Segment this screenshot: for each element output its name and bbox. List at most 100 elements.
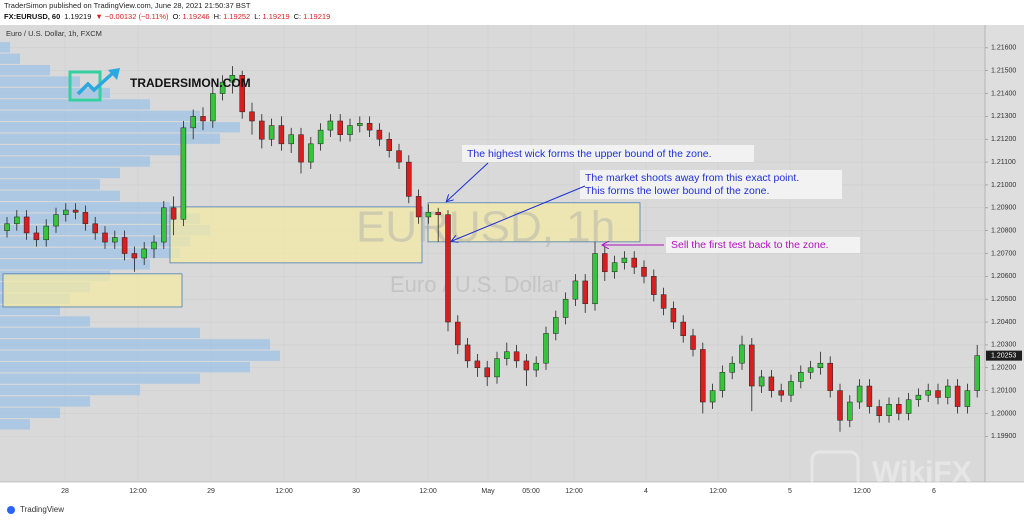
candle-body	[200, 116, 206, 122]
candle-body	[396, 150, 402, 163]
candle-body	[660, 294, 667, 309]
y-tick-label: 1.20700	[991, 250, 1016, 257]
logo-arrowhead	[108, 68, 120, 80]
header-text: 1.19252	[223, 12, 250, 21]
y-tick-label: 1.20100	[991, 387, 1016, 394]
volume-bar	[0, 156, 150, 167]
volume-bar	[0, 179, 100, 190]
candle-body	[641, 266, 647, 277]
candle-body	[425, 212, 432, 218]
header-text: L:	[254, 12, 260, 21]
candle-body	[455, 321, 461, 346]
candle-body	[758, 376, 765, 387]
volume-bar	[0, 76, 80, 87]
volume-bar	[0, 144, 180, 156]
zones	[2, 202, 641, 308]
candle-body	[259, 120, 265, 140]
candle-body	[719, 372, 726, 391]
candle-body	[553, 317, 559, 334]
candle-body	[278, 125, 285, 145]
volume-bar	[0, 362, 250, 373]
y-tick-label: 1.19900	[991, 433, 1016, 440]
grid	[0, 25, 985, 482]
candle-body	[43, 225, 49, 241]
logo-text: TRADERSIMON.COM	[130, 76, 251, 90]
x-tick-label: 6	[932, 488, 936, 495]
annotation: This forms the lower bound of the zone.	[585, 185, 769, 197]
candle-body	[327, 120, 334, 131]
footer: TradingView	[20, 505, 64, 514]
header-text: 1.19219	[303, 12, 330, 21]
candle-body	[170, 207, 177, 220]
candle-body	[210, 93, 216, 122]
volume-bar	[0, 304, 60, 316]
volume-bar	[0, 396, 90, 407]
candle-body	[896, 404, 902, 414]
volume-bar	[0, 167, 120, 179]
candle-body	[592, 253, 598, 305]
candle-body	[82, 212, 89, 225]
x-tick-label: 05:00	[522, 488, 540, 495]
annotation-box	[580, 170, 842, 199]
candle-body	[847, 401, 853, 421]
y-tick-label: 1.20300	[991, 342, 1016, 349]
candle-body	[572, 280, 579, 300]
candle-body	[53, 214, 59, 227]
candle-body	[219, 81, 226, 94]
logo-arrow	[76, 70, 116, 96]
candle-body	[337, 120, 343, 135]
candle-body	[288, 134, 294, 145]
candle-body	[190, 116, 196, 129]
candle-body	[102, 232, 108, 243]
volume-bar	[0, 373, 200, 384]
y-tick-label: 1.20000	[991, 410, 1016, 417]
volume-bar	[0, 236, 190, 247]
header-text: ▼ −0.00132 (−0.11%)	[95, 12, 169, 21]
candle-body	[513, 351, 520, 362]
candle-body	[14, 216, 20, 225]
y-tick-label: 1.21200	[991, 136, 1016, 143]
candle-body	[533, 362, 539, 371]
candle-body	[837, 390, 843, 421]
annotation-arrow	[452, 185, 586, 241]
y-tick-label: 1.20800	[991, 227, 1016, 234]
candle-body	[562, 298, 569, 318]
candle-body	[788, 381, 794, 396]
y-tick-label: 1.21000	[991, 182, 1016, 189]
symbol-line: FX:EURUSD, 60 1.19219 ▼ −0.00132 (−0.11%) O…	[4, 12, 330, 21]
header-text: 1.19219	[263, 12, 290, 21]
corner-text: WikiFX	[872, 456, 972, 489]
candle-body	[749, 344, 755, 387]
candle-body	[964, 390, 971, 407]
candle-body	[357, 123, 363, 126]
x-tick-label: 12:00	[709, 488, 727, 495]
candle-body	[4, 223, 10, 231]
candle-body	[464, 344, 471, 362]
candle-body	[974, 355, 980, 391]
watermark-subtitle: Euro / U.S. Dollar	[390, 272, 561, 297]
candle-body	[112, 237, 118, 243]
publisher: TraderSimon published on TradingView.com…	[4, 1, 251, 10]
candle-body	[935, 390, 941, 398]
header-text: 1.19246	[182, 12, 209, 21]
candle-body	[415, 196, 422, 218]
volume-bar	[0, 99, 150, 110]
candle-body	[611, 262, 618, 273]
x-tick-label: 12:00	[129, 488, 147, 495]
volume-bar	[0, 42, 10, 53]
candle-body	[92, 223, 98, 234]
candle-body	[621, 257, 628, 263]
candle-body	[376, 129, 383, 140]
candle-body	[739, 344, 745, 364]
y-tick-label: 1.21300	[991, 113, 1016, 120]
candle-body	[709, 390, 716, 403]
annotation-box	[666, 237, 860, 253]
volume-bar	[0, 247, 180, 259]
volume-bar	[0, 122, 240, 133]
x-tick-label: 28	[61, 488, 69, 495]
volume-bar	[0, 133, 220, 144]
header-text: C:	[294, 12, 302, 21]
footer-logo	[7, 506, 15, 514]
y-tick-label: 1.20200	[991, 365, 1016, 372]
candle-body	[915, 394, 922, 400]
